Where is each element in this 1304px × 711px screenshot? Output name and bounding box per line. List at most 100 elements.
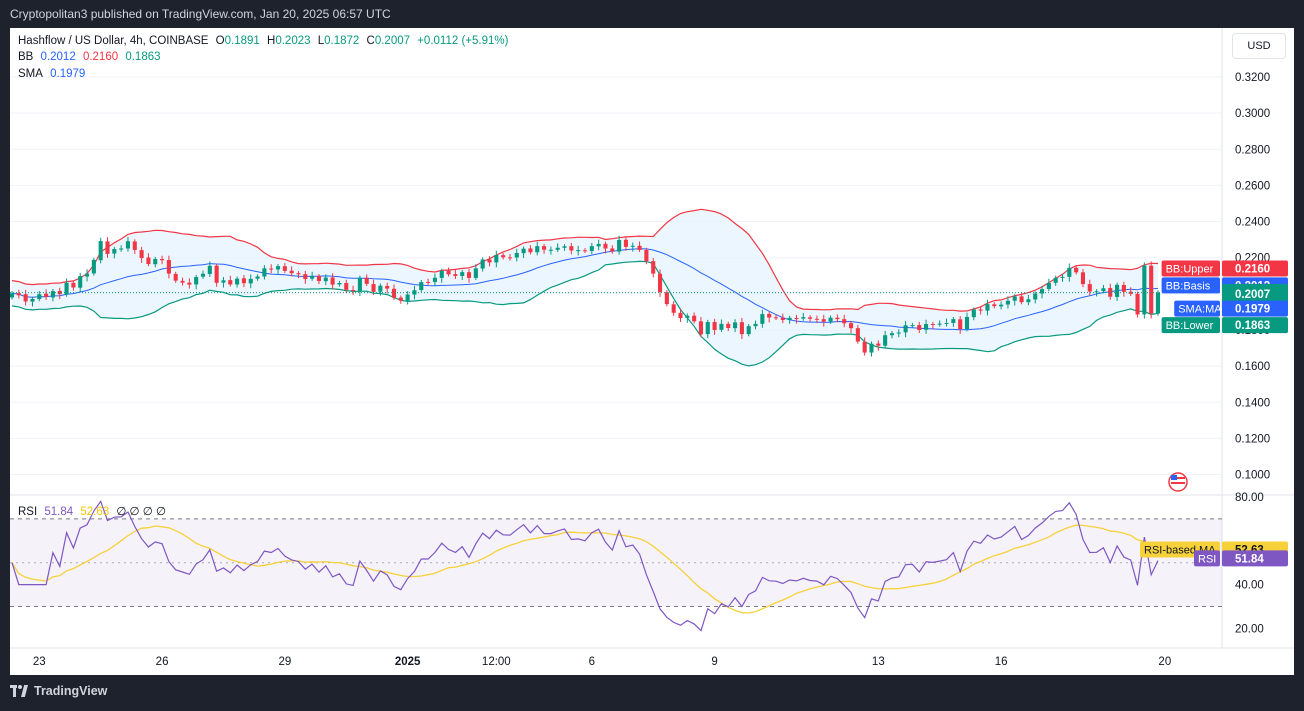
candle-body[interactable] xyxy=(235,278,240,285)
candle-body[interactable] xyxy=(241,278,246,284)
candle-body[interactable] xyxy=(337,282,342,285)
candle-body[interactable] xyxy=(296,273,301,275)
candle-body[interactable] xyxy=(1012,296,1017,301)
candle-body[interactable] xyxy=(125,241,131,249)
candle-body[interactable] xyxy=(767,313,772,318)
candle-body[interactable] xyxy=(10,293,15,298)
candle-body[interactable] xyxy=(814,318,819,320)
candle-body[interactable] xyxy=(603,243,608,249)
chart-area[interactable]: 0.32000.30000.28000.26000.24000.22000.20… xyxy=(10,28,1294,675)
candle-body[interactable] xyxy=(937,323,942,325)
candle-body[interactable] xyxy=(1080,272,1086,285)
candle-body[interactable] xyxy=(1121,284,1126,292)
candle-body[interactable] xyxy=(255,276,260,279)
candle-body[interactable] xyxy=(405,294,410,301)
candle-body[interactable] xyxy=(623,239,628,247)
candle-body[interactable] xyxy=(351,290,356,292)
candle-body[interactable] xyxy=(971,309,976,318)
candle-body[interactable] xyxy=(589,246,594,252)
candle-body[interactable] xyxy=(501,255,506,258)
candle-body[interactable] xyxy=(494,254,499,263)
candle-body[interactable] xyxy=(1039,289,1045,294)
candle-body[interactable] xyxy=(221,280,226,283)
candle-body[interactable] xyxy=(733,322,738,329)
candle-body[interactable] xyxy=(964,316,970,330)
candle-body[interactable] xyxy=(139,250,144,259)
candle-body[interactable] xyxy=(207,265,212,274)
candle-body[interactable] xyxy=(419,282,424,291)
candle-body[interactable] xyxy=(719,323,724,330)
candle-body[interactable] xyxy=(200,273,206,277)
candle-body[interactable] xyxy=(1094,291,1099,293)
candle-body[interactable] xyxy=(910,325,915,327)
candle-body[interactable] xyxy=(535,246,540,253)
candle-body[interactable] xyxy=(71,282,76,288)
candle-body[interactable] xyxy=(978,309,983,311)
candle-body[interactable] xyxy=(746,326,751,335)
candle-body[interactable] xyxy=(316,276,322,282)
candle-body[interactable] xyxy=(398,297,403,301)
candle-body[interactable] xyxy=(310,276,315,279)
rsi-legend[interactable]: RSI 51.84 52.63 ∅ ∅ ∅ ∅ xyxy=(18,504,170,518)
candle-body[interactable] xyxy=(753,323,758,327)
candle-body[interactable] xyxy=(883,335,888,346)
candle-body[interactable] xyxy=(1074,267,1079,273)
candle-body[interactable] xyxy=(64,282,69,295)
candle-body[interactable] xyxy=(1026,299,1031,303)
candle-body[interactable] xyxy=(119,248,124,250)
candle-body[interactable] xyxy=(357,277,362,292)
candle-body[interactable] xyxy=(712,322,717,330)
candle-body[interactable] xyxy=(1067,267,1072,277)
candle-body[interactable] xyxy=(282,266,287,271)
candle-body[interactable] xyxy=(1135,293,1140,315)
candle-body[interactable] xyxy=(705,322,710,335)
candle-body[interactable] xyxy=(651,261,656,274)
candle-body[interactable] xyxy=(1033,293,1038,300)
candle-body[interactable] xyxy=(637,245,642,250)
candle-body[interactable] xyxy=(958,319,963,330)
chart-canvas[interactable]: 0.32000.30000.28000.26000.24000.22000.20… xyxy=(10,28,1294,675)
candle-body[interactable] xyxy=(889,333,895,336)
candle-body[interactable] xyxy=(930,324,935,326)
candle-body[interactable] xyxy=(896,332,901,334)
candle-body[interactable] xyxy=(562,246,567,248)
candle-body[interactable] xyxy=(1019,296,1024,303)
candle-body[interactable] xyxy=(528,248,533,253)
candle-body[interactable] xyxy=(153,258,158,265)
candle-body[interactable] xyxy=(692,315,697,322)
candle-body[interactable] xyxy=(412,290,417,295)
candle-body[interactable] xyxy=(521,248,526,254)
candle-body[interactable] xyxy=(146,257,151,265)
candle-body[interactable] xyxy=(37,294,42,300)
candle-body[interactable] xyxy=(446,270,451,275)
candle-body[interactable] xyxy=(487,259,492,263)
candle-body[interactable] xyxy=(773,317,779,319)
candle-body[interactable] xyxy=(835,317,840,320)
candle-body[interactable] xyxy=(555,247,560,250)
candle-body[interactable] xyxy=(582,250,588,252)
candle-body[interactable] xyxy=(269,268,274,270)
candle-body[interactable] xyxy=(801,317,806,319)
candle-body[interactable] xyxy=(275,266,281,270)
candle-body[interactable] xyxy=(323,277,328,282)
candle-body[interactable] xyxy=(23,294,28,302)
candle-body[interactable] xyxy=(780,317,785,321)
candle-body[interactable] xyxy=(385,285,390,289)
candle-body[interactable] xyxy=(391,288,397,298)
candle-body[interactable] xyxy=(1115,284,1120,297)
candle-body[interactable] xyxy=(187,282,192,285)
bb-upper-line[interactable] xyxy=(11,208,1159,312)
candle-body[interactable] xyxy=(671,304,676,313)
candle-body[interactable] xyxy=(985,304,990,311)
candle-body[interactable] xyxy=(821,319,826,322)
candle-body[interactable] xyxy=(466,272,472,278)
bb-legend[interactable]: BB 0.2012 0.2160 0.1863 xyxy=(18,51,165,63)
candle-body[interactable] xyxy=(739,322,744,335)
candle-body[interactable] xyxy=(50,291,55,298)
candle-body[interactable] xyxy=(828,317,833,322)
candle-body[interactable] xyxy=(576,250,581,252)
candle-body[interactable] xyxy=(507,257,513,259)
candle-body[interactable] xyxy=(98,241,103,261)
candle-body[interactable] xyxy=(808,317,813,319)
candle-body[interactable] xyxy=(1005,300,1010,305)
